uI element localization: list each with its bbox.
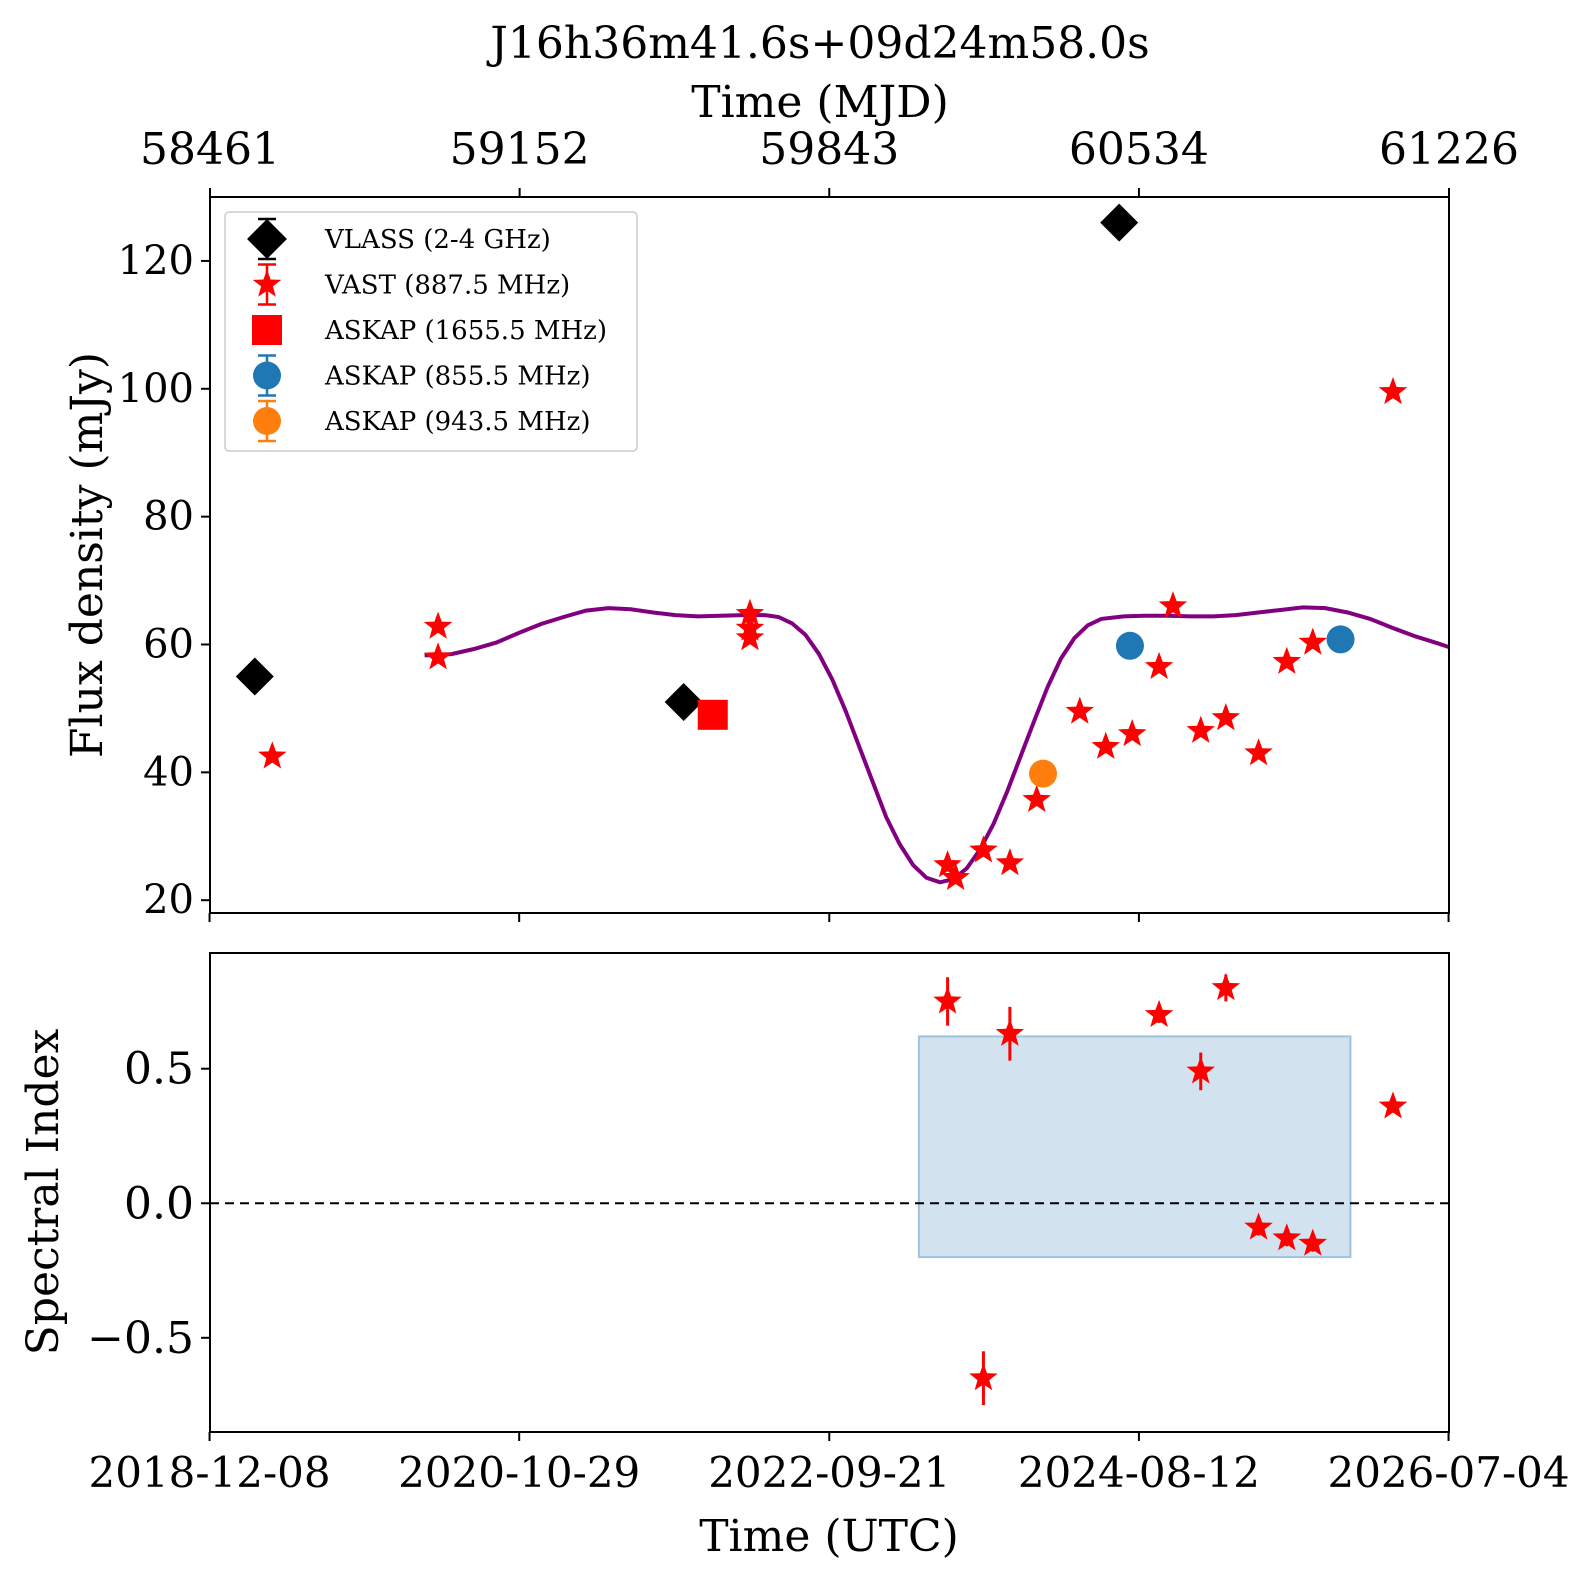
flux-point-star-1-14	[1144, 651, 1174, 679]
flux-y-axis-label: Flux density (mJy)	[62, 352, 113, 758]
flux-point-star-1-10	[1022, 784, 1051, 812]
legend-label: VAST (887.5 MHz)	[324, 271, 570, 301]
spectral-index-point-8	[1298, 1228, 1327, 1256]
legend-label: ASKAP (943.5 MHz)	[324, 407, 590, 437]
shaded-variability-region	[917, 1035, 1352, 1259]
legend-marker-diamond	[247, 219, 287, 259]
top-axis-label: Time (MJD)	[691, 77, 948, 128]
flux-point-square-2-0	[697, 699, 728, 730]
legend-label: ASKAP (1655.5 MHz)	[324, 316, 607, 346]
flux-point-star-1-15	[1158, 591, 1188, 619]
flux-y-tick-label: 60	[143, 622, 194, 668]
flux-point-circle-3-0	[1115, 631, 1144, 660]
utc-tick-label: 2024-08-12	[1018, 1448, 1260, 1497]
legend-item: ASKAP (943.5 MHz)	[253, 399, 590, 443]
mjd-tick-label: 61226	[1379, 124, 1519, 175]
flux-point-star-1-16	[1186, 715, 1215, 743]
mjd-tick-label: 59152	[450, 124, 590, 175]
flux-y-ticks: 20 40 60 80 100 120	[118, 238, 210, 923]
spectral-y-tick-label: −0.5	[87, 1313, 194, 1364]
flux-y-tick-label: 40	[143, 749, 194, 795]
flux-density-panel: 58461 59152 59843 60534 61226 20 40 60 80 100 120…	[62, 124, 1519, 923]
spectral-index-points-layer	[933, 973, 1408, 1406]
flux-y-tick-label: 100	[118, 366, 194, 412]
spectral-index-point-2	[995, 1018, 1025, 1046]
legend-marker-circle	[253, 361, 281, 390]
flux-point-star-1-12	[1091, 731, 1120, 759]
flux-model-layer	[424, 605, 1450, 885]
spectral-y-tick-label: 0.0	[124, 1178, 194, 1229]
flux-point-star-1-17	[1211, 703, 1241, 731]
flux-point-star-1-20	[1298, 627, 1327, 655]
spectral-y-axis-label: Spectral Index	[18, 1028, 69, 1355]
legend-marker-square	[252, 315, 282, 345]
model-fit-curve	[424, 605, 1450, 885]
spectral-index-point-1	[969, 1363, 998, 1391]
flux-point-diamond-0-2	[1100, 203, 1139, 242]
flux-point-star-1-11	[1065, 696, 1094, 724]
flux-point-star-1-5	[735, 623, 765, 651]
flux-point-star-1-9	[995, 848, 1025, 876]
utc-x-ticks: 2018-12-08 2020-10-29 2022-09-21 2024-08-12…	[88, 1432, 1570, 1497]
spectral-index-point-3	[1144, 999, 1174, 1027]
flux-point-diamond-0-1	[664, 683, 703, 722]
spectral-y-ticks: −0.5 0.0 0.5	[87, 1044, 210, 1364]
flux-point-star-1-3	[735, 598, 765, 626]
legend-item: VAST (887.5 MHz)	[252, 263, 570, 306]
flux-x-ticks	[208, 913, 1450, 922]
legend-label: VLASS (2-4 GHz)	[324, 225, 551, 255]
spectral-index-panel: −0.5 0.0 0.5 2018-12-08 2020-10-29 2022-09-2…	[18, 952, 1570, 1562]
utc-tick-label: 2018-12-08	[88, 1448, 330, 1497]
flux-point-star-1-8	[969, 835, 998, 863]
flux-point-star-1-21	[1378, 377, 1408, 405]
spectral-index-point-6	[1244, 1212, 1273, 1240]
legend-label: ASKAP (855.5 MHz)	[324, 362, 590, 392]
spectral-index-point-5	[1211, 973, 1241, 1001]
mjd-tick-label: 59843	[759, 124, 899, 175]
utc-x-axis-label: Time (UTC)	[699, 1511, 959, 1562]
mjd-tick-label: 60534	[1069, 124, 1209, 175]
legend-marker-circle	[253, 407, 281, 435]
legend-marker-star	[252, 269, 282, 297]
utc-tick-label: 2022-09-21	[708, 1448, 950, 1497]
legend: VLASS (2-4 GHz) VAST (887.5 MHz) ASKAP (16…	[224, 211, 638, 452]
chart-title: J16h36m41.6s+09d24m58.0s	[486, 18, 1150, 69]
legend-item: VLASS (2-4 GHz)	[247, 217, 551, 261]
flux-y-tick-label: 120	[118, 238, 194, 284]
flux-point-star-1-6	[933, 850, 962, 878]
flux-point-star-1-1	[423, 611, 453, 639]
spectral-y-tick-label: 0.5	[124, 1044, 194, 1095]
spectral-index-background-layer	[210, 1035, 1449, 1259]
flux-point-star-1-2	[423, 642, 453, 670]
flux-point-star-1-7	[941, 862, 970, 890]
legend-item: ASKAP (1655.5 MHz)	[252, 315, 607, 346]
spectral-index-point-4	[1186, 1056, 1215, 1084]
mjd-tick-label: 58461	[140, 124, 280, 175]
spectral-index-point-0	[933, 986, 962, 1014]
flux-point-star-1-18	[1244, 738, 1273, 766]
flux-point-diamond-0-0	[235, 657, 274, 696]
flux-point-star-1-19	[1272, 646, 1302, 674]
legend-item: ASKAP (855.5 MHz)	[253, 354, 590, 397]
flux-point-circle-4-0	[1029, 759, 1058, 788]
legend-box	[224, 211, 638, 452]
utc-tick-label: 2026-07-04	[1327, 1448, 1569, 1497]
flux-y-tick-label: 80	[143, 494, 194, 540]
flux-y-tick-label: 20	[143, 877, 194, 923]
flux-point-star-1-13	[1117, 719, 1147, 747]
top-axis-ticks: 58461 59152 59843 60534 61226	[140, 124, 1519, 197]
spectral-index-point-9	[1378, 1091, 1408, 1119]
spectral-index-point-7	[1272, 1223, 1302, 1251]
flux-point-star-1-0	[258, 741, 287, 769]
flux-point-circle-3-1	[1326, 625, 1355, 654]
utc-tick-label: 2020-10-29	[398, 1448, 640, 1497]
flux-points-layer	[235, 203, 1408, 890]
